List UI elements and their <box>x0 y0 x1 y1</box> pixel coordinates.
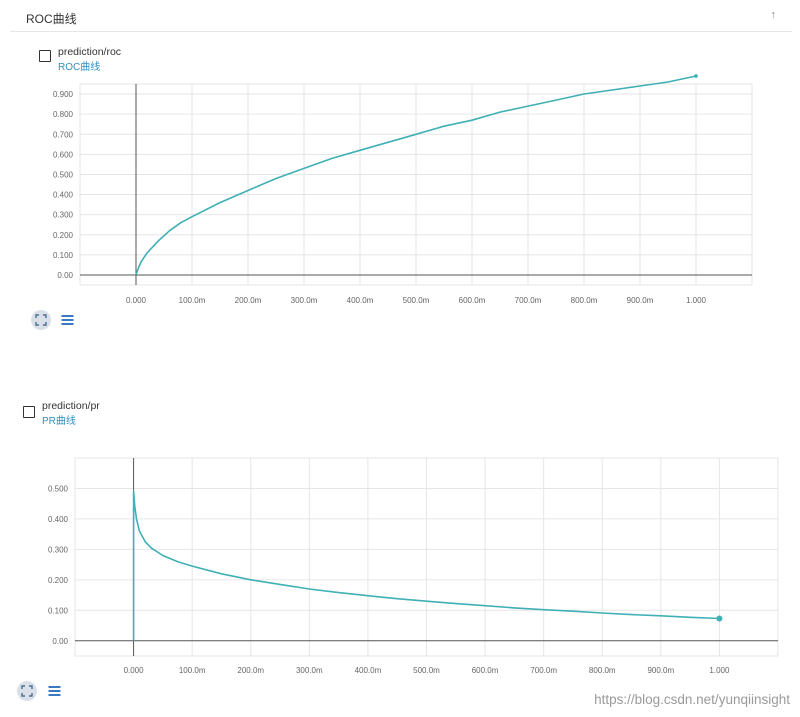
list-icon <box>48 686 60 696</box>
y-tick-label: 0.500 <box>53 170 74 179</box>
y-tick-label: 0.500 <box>48 484 69 493</box>
y-tick-label: 0.400 <box>48 515 69 524</box>
x-tick-label: 400.0m <box>347 296 374 305</box>
x-tick-label: 600.0m <box>472 666 499 675</box>
x-tick-label: 500.0m <box>413 666 440 675</box>
series-line <box>135 75 697 276</box>
x-tick-label: 1.000 <box>709 666 730 675</box>
watermark: https://blog.csdn.net/yunqiinsight <box>594 692 790 707</box>
y-tick-label: 0.100 <box>48 606 69 615</box>
x-tick-label: 900.0m <box>647 666 674 675</box>
y-tick-label: 0.300 <box>48 545 69 554</box>
data-point <box>716 615 723 622</box>
x-tick-label: 0.000 <box>126 296 147 305</box>
x-tick-label: 300.0m <box>296 666 323 675</box>
x-tick-label: 900.0m <box>627 296 654 305</box>
x-tick-label: 200.0m <box>235 296 262 305</box>
x-tick-label: 700.0m <box>530 666 557 675</box>
y-tick-label: 0.900 <box>53 90 74 99</box>
data-table-button[interactable] <box>57 310 77 330</box>
x-tick-label: 500.0m <box>403 296 430 305</box>
x-tick-label: 800.0m <box>589 666 616 675</box>
x-tick-label: 100.0m <box>179 296 206 305</box>
x-tick-label: 1.000 <box>686 296 707 305</box>
up-arrow-icon[interactable]: ↑ <box>770 9 777 21</box>
y-tick-label: 0.00 <box>57 271 73 280</box>
y-tick-label: 0.00 <box>52 637 68 646</box>
series-line <box>132 490 720 641</box>
y-tick-label: 0.400 <box>53 191 74 200</box>
x-tick-label: 100.0m <box>179 666 206 675</box>
x-tick-label: 800.0m <box>571 296 598 305</box>
y-tick-label: 0.300 <box>53 211 74 220</box>
x-tick-label: 200.0m <box>237 666 264 675</box>
checkbox[interactable] <box>39 50 51 62</box>
y-tick-label: 0.800 <box>53 110 74 119</box>
card-subtitle: PR曲线 <box>42 416 76 427</box>
x-tick-label: 300.0m <box>291 296 318 305</box>
y-tick-label: 0.100 <box>53 251 74 260</box>
section-title: ROC曲线 <box>26 12 77 26</box>
expand-icon <box>35 314 47 326</box>
section-header: ROC曲线 ↑ <box>10 0 792 32</box>
y-tick-label: 0.200 <box>48 576 69 585</box>
y-tick-label: 0.600 <box>53 150 74 159</box>
checkbox[interactable] <box>23 406 35 418</box>
y-tick-label: 0.700 <box>53 130 74 139</box>
card-name: prediction/roc <box>58 46 122 58</box>
expand-button[interactable] <box>31 310 51 330</box>
y-tick-label: 0.200 <box>53 231 74 240</box>
list-icon <box>61 315 73 325</box>
expand-button[interactable] <box>17 681 37 701</box>
data-table-button[interactable] <box>44 681 64 701</box>
x-tick-label: 700.0m <box>515 296 542 305</box>
x-tick-label: 400.0m <box>355 666 382 675</box>
x-tick-label: 600.0m <box>459 296 486 305</box>
data-point <box>694 74 698 78</box>
roc-chart: 0.000 100.0m 200.0m 300.0m 400.0m 500.0m 600.0… <box>53 74 753 305</box>
x-tick-label: 0.000 <box>124 666 145 675</box>
card-name: prediction/pr <box>42 400 100 412</box>
expand-icon <box>21 685 33 697</box>
card-subtitle: ROC曲线 <box>58 62 101 73</box>
